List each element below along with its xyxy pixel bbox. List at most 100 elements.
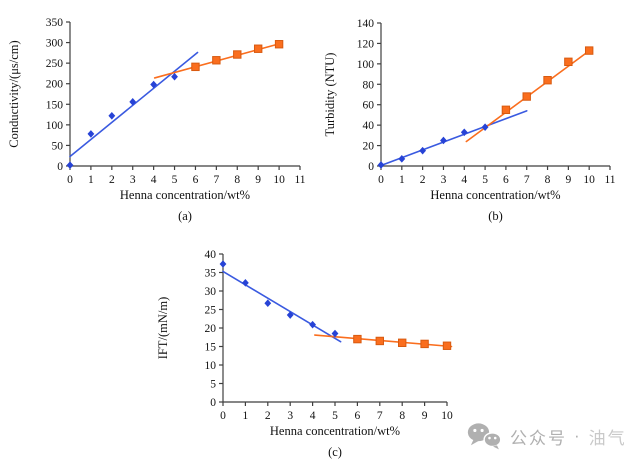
x-tick-label: 4 bbox=[151, 174, 157, 186]
y-tick-label: 300 bbox=[46, 38, 64, 50]
y-tick-label: 10 bbox=[205, 360, 217, 372]
wechat-icon bbox=[467, 423, 502, 450]
point-turbidity-high-wt-x7 bbox=[522, 92, 531, 101]
axes bbox=[380, 23, 610, 167]
y-tick-label: 5 bbox=[210, 379, 216, 391]
x-tick-label: 9 bbox=[565, 174, 571, 186]
point-conductivity-low-wt-x2 bbox=[108, 112, 116, 120]
y-axis-title: IFT/(mN/m) bbox=[156, 297, 170, 360]
y-tick-label: 100 bbox=[357, 59, 375, 71]
y-tick-label: 20 bbox=[205, 323, 217, 335]
x-axis-title: Henna concentration/wt% bbox=[120, 188, 250, 202]
watermark-text-primary: 公众号 bbox=[510, 428, 567, 448]
y-tick-label: 80 bbox=[363, 79, 375, 91]
x-tick-label: 10 bbox=[273, 174, 285, 186]
y-tick-label: 0 bbox=[368, 161, 374, 173]
y-tick-label: 30 bbox=[205, 286, 217, 298]
y-tick-label: 35 bbox=[205, 268, 217, 280]
point-turbidity-high-wt-x6 bbox=[501, 105, 511, 115]
y-tick-label: 100 bbox=[46, 120, 64, 132]
trendline-linear-fit-low bbox=[222, 270, 342, 343]
x-tick-label: 8 bbox=[399, 410, 405, 422]
point-ift-low-wt-x2 bbox=[264, 299, 272, 308]
y-tick-label: 350 bbox=[46, 17, 64, 29]
point-conductivity-high-wt-x10 bbox=[274, 40, 284, 49]
point-ift-low-wt-x1 bbox=[242, 279, 249, 287]
point-conductivity-high-wt-x8 bbox=[233, 50, 242, 59]
point-ift-high-wt-x10 bbox=[442, 341, 452, 350]
x-tick-label: 1 bbox=[88, 174, 94, 186]
point-turbidity-low-wt-x4 bbox=[460, 128, 468, 137]
axes bbox=[69, 22, 300, 167]
chart-a-plot: 0 50 100 150 200 250 300 350 0 1 2 3 4 5 6 7 8 9 10 11 Condu… bbox=[7, 17, 306, 223]
trendline-linear-fit-low bbox=[69, 51, 199, 158]
x-tick-label: 9 bbox=[422, 410, 428, 422]
x-tick-label: 7 bbox=[377, 410, 383, 422]
x-tick-label: 11 bbox=[604, 174, 615, 186]
y-axis-title: Turbidity (NTU) bbox=[323, 53, 337, 137]
x-tick-label: 6 bbox=[503, 174, 509, 186]
x-tick-label: 0 bbox=[67, 174, 73, 186]
chart-caption: (b) bbox=[488, 209, 503, 223]
x-tick-label: 5 bbox=[482, 174, 488, 186]
chart-b-plot: 0 20 40 60 80 100 120 140 0 1 2 3 4 5 6 7 8 9 10 11 Turbidit… bbox=[323, 18, 616, 223]
point-ift-low-wt-x0 bbox=[219, 260, 227, 268]
y-tick-label: 200 bbox=[46, 79, 64, 91]
x-tick-label: 9 bbox=[255, 174, 261, 186]
x-axis-title: Henna concentration/wt% bbox=[430, 188, 560, 202]
point-ift-high-wt-x9 bbox=[420, 339, 429, 349]
x-tick-label: 7 bbox=[213, 174, 219, 186]
x-tick-label: 8 bbox=[234, 174, 240, 186]
x-tick-label: 5 bbox=[332, 410, 338, 422]
x-tick-label: 4 bbox=[310, 410, 316, 422]
x-tick-label: 6 bbox=[355, 410, 361, 422]
x-tick-label: 11 bbox=[294, 174, 305, 186]
y-tick-label: 250 bbox=[46, 58, 64, 70]
point-ift-high-wt-x7 bbox=[375, 336, 385, 346]
point-ift-high-wt-x8 bbox=[398, 338, 407, 347]
point-ift-high-wt-x6 bbox=[353, 334, 362, 344]
y-tick-label: 40 bbox=[363, 120, 375, 132]
y-tick-label: 20 bbox=[363, 141, 375, 153]
trendline-linear-fit-low bbox=[380, 110, 528, 167]
y-tick-label: 120 bbox=[357, 38, 375, 50]
y-tick-label: 60 bbox=[363, 100, 375, 112]
point-turbidity-low-wt-x0 bbox=[377, 161, 385, 169]
chart-c-plot: 0 5 10 15 20 25 30 35 40 0 1 2 3 4 5 6 7 8 9 10 IFT/(mN/m) He… bbox=[156, 249, 453, 459]
point-conductivity-low-wt-x4 bbox=[150, 80, 158, 89]
y-tick-label: 15 bbox=[205, 342, 217, 354]
y-tick-label: 0 bbox=[57, 161, 63, 173]
y-tick-label: 0 bbox=[210, 397, 216, 409]
point-conductivity-low-wt-x0 bbox=[66, 161, 74, 169]
point-conductivity-high-wt-x9 bbox=[253, 44, 263, 53]
axes bbox=[222, 254, 447, 403]
x-tick-label: 5 bbox=[172, 174, 178, 186]
y-tick-label: 40 bbox=[205, 249, 217, 261]
point-conductivity-low-wt-x1 bbox=[87, 130, 95, 138]
x-tick-label: 1 bbox=[399, 174, 405, 186]
point-turbidity-high-wt-x9 bbox=[564, 57, 573, 67]
x-tick-label: 4 bbox=[461, 174, 467, 186]
chart-caption: (c) bbox=[328, 445, 342, 459]
x-tick-label: 6 bbox=[193, 174, 199, 186]
point-turbidity-low-wt-x2 bbox=[419, 146, 427, 155]
point-conductivity-high-wt-x6 bbox=[191, 62, 200, 72]
y-axis-title: Conductivity/(μs/cm) bbox=[7, 40, 21, 147]
x-tick-label: 10 bbox=[583, 174, 595, 186]
point-turbidity-high-wt-x10 bbox=[584, 46, 594, 55]
y-tick-label: 150 bbox=[46, 99, 64, 111]
x-tick-label: 2 bbox=[265, 410, 271, 422]
watermark-separator: · bbox=[574, 426, 582, 445]
y-tick-label: 25 bbox=[205, 305, 217, 317]
x-tick-label: 0 bbox=[220, 410, 226, 422]
x-tick-label: 3 bbox=[441, 174, 447, 186]
x-tick-label: 3 bbox=[287, 410, 293, 422]
x-tick-label: 8 bbox=[545, 174, 551, 186]
chart-caption: (a) bbox=[178, 209, 192, 223]
x-tick-label: 0 bbox=[378, 174, 384, 186]
point-ift-low-wt-x4 bbox=[309, 320, 316, 329]
point-turbidity-low-wt-x3 bbox=[440, 136, 447, 145]
point-turbidity-high-wt-x8 bbox=[543, 76, 552, 85]
point-conductivity-low-wt-x5 bbox=[171, 72, 178, 81]
